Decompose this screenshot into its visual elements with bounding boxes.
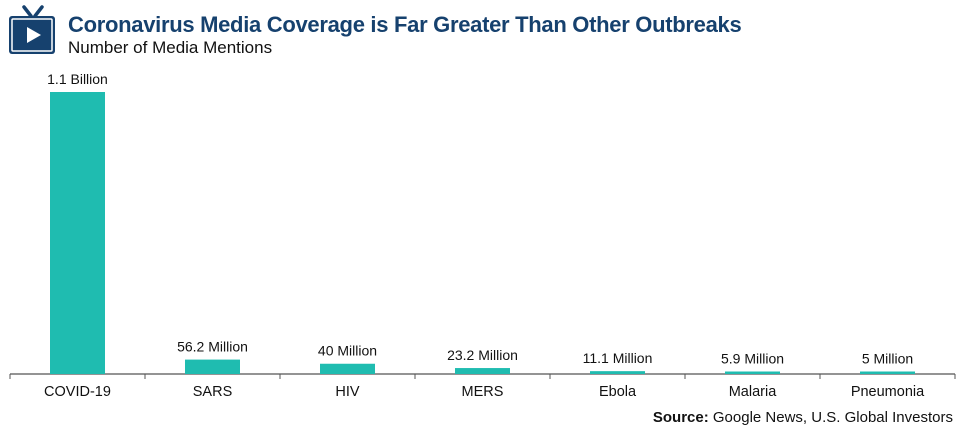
data-label: 40 Million bbox=[318, 343, 377, 359]
data-label: 56.2 Million bbox=[177, 339, 248, 355]
chart-title: Coronavirus Media Coverage is Far Greate… bbox=[68, 12, 742, 37]
data-label: 5.9 Million bbox=[721, 351, 784, 367]
data-label: 1.1 Billion bbox=[47, 71, 108, 87]
category-label: SARS bbox=[193, 384, 233, 400]
bar-malaria bbox=[725, 371, 780, 374]
bar-covid-19 bbox=[50, 92, 105, 374]
category-label: Ebola bbox=[599, 384, 637, 400]
source-label: Source: bbox=[652, 409, 709, 426]
chart-subtitle: Number of Media Mentions bbox=[68, 38, 273, 57]
category-label: Malaria bbox=[729, 384, 777, 400]
chart-header: Coronavirus Media Coverage is Far Greate… bbox=[0, 0, 959, 62]
source-note: Source: Google News, U.S. Global Investo… bbox=[653, 409, 953, 426]
bar-chart: 1.1 Billion COVID-19 56.2 Million SARS 40 Mi… bbox=[9, 71, 956, 400]
category-label: MERS bbox=[462, 384, 504, 400]
bar-ebola bbox=[590, 371, 645, 374]
data-label: 5 Million bbox=[862, 351, 913, 367]
tv-play-icon bbox=[9, 5, 55, 54]
bar-mers bbox=[455, 368, 510, 374]
bar-hiv bbox=[320, 363, 375, 374]
category-label: COVID-19 bbox=[44, 384, 111, 400]
bar-sars bbox=[185, 359, 240, 374]
category-label: Pneumonia bbox=[851, 384, 925, 400]
data-label: 23.2 Million bbox=[447, 347, 518, 363]
bar-pneumonia bbox=[860, 371, 915, 374]
source-text: Google News, U.S. Global Investors bbox=[708, 409, 953, 426]
data-label: 11.1 Million bbox=[583, 350, 653, 366]
category-label: HIV bbox=[335, 384, 360, 400]
